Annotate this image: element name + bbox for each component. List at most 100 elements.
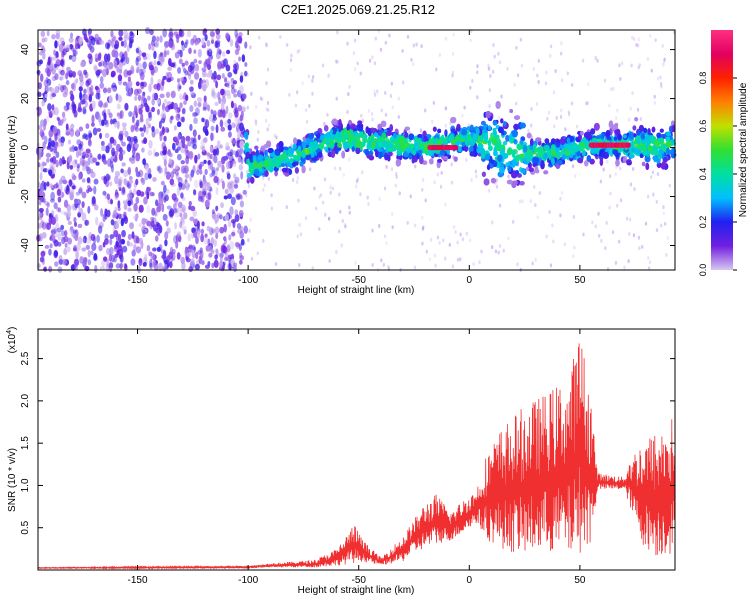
spectrogram-cell (60, 224, 65, 230)
spectrogram-cell (457, 145, 462, 153)
spectrogram-cell (237, 35, 243, 44)
spectrogram-cell (439, 184, 443, 189)
spectrogram-cell (38, 222, 42, 229)
spectrogram-cell (118, 176, 124, 184)
spectrogram-cell (423, 108, 427, 113)
spectrogram-cell (662, 59, 666, 64)
spectrogram-cell (638, 246, 641, 251)
spectrogram-cell (549, 53, 552, 58)
spectrogram-cell (46, 181, 50, 187)
spectrogram-cell (553, 124, 556, 129)
spectrogram-cell (234, 209, 239, 216)
spectrogram-cell (188, 150, 194, 160)
spectrogram-cell (419, 128, 423, 133)
spectrogram-cell (151, 98, 155, 106)
spectrogram-cell (173, 31, 179, 36)
spectrogram-cell (391, 212, 394, 217)
spectrogram-cell (202, 106, 207, 111)
spectrogram-cell (120, 57, 124, 63)
spectrogram-y-axis-label: Frequency (Hz) (7, 116, 18, 185)
spectrogram-cell (213, 239, 217, 247)
spectrogram-cell (318, 195, 321, 200)
colorbar-tick-label: 0.4 (698, 168, 708, 181)
spectrogram-cell (448, 242, 452, 247)
spectrogram-cell (104, 66, 109, 73)
spectrogram-cell (225, 160, 231, 170)
spectrogram-cell (241, 106, 246, 113)
spectrogram-cell (465, 139, 470, 147)
spectrogram-cell (151, 125, 155, 133)
spectrogram-cell (57, 196, 62, 203)
spectrogram-cell (594, 224, 597, 229)
spectrogram-cell (70, 188, 75, 196)
spectrogram-cell (225, 105, 229, 114)
spectrogram-cell (591, 220, 594, 225)
spectrogram-cell (156, 82, 161, 91)
spectrogram-cell (243, 225, 248, 234)
spectrogram-cell (366, 195, 369, 200)
snr-y-axis-label: SNR (10 * v/v) (7, 448, 18, 512)
spectrogram-cell (505, 134, 510, 142)
spectrogram-cell (111, 39, 114, 48)
spectrogram-cell (205, 130, 209, 137)
spectrogram-cell (95, 57, 99, 63)
spectrogram-cell (639, 116, 643, 121)
spectrogram-cell (633, 37, 636, 42)
spectrogram-cell (555, 141, 561, 148)
spectrogram-cell (129, 31, 134, 37)
spectrogram-cell (63, 235, 69, 243)
spectrogram-cell (153, 92, 159, 101)
spectrogram-cell (123, 69, 129, 78)
spectrogram-cell (657, 151, 663, 160)
spectrogram-cell (198, 60, 202, 65)
spectrogram-cell (121, 186, 126, 194)
spectrogram-cell (638, 63, 641, 68)
spectrogram-cell (184, 165, 189, 174)
spectrogram-cell (433, 253, 437, 258)
spectrogram-cell (439, 149, 446, 156)
spectrogram-cell (421, 177, 425, 182)
spectrogram-cell (53, 239, 59, 247)
spectrogram-cell (121, 229, 126, 238)
spectrogram-cell (86, 165, 90, 170)
spectrogram-cell (596, 58, 599, 63)
spectrogram-cell (254, 122, 258, 127)
spectrogram-cell (67, 220, 72, 226)
spectrogram-cell (49, 198, 55, 203)
spectrogram-cell (371, 262, 374, 267)
spectrogram-cell (155, 199, 159, 207)
spectrogram-cell (200, 79, 204, 85)
spectrogram-cell (450, 162, 453, 167)
spectrogram-cell (233, 108, 238, 114)
spectrogram-cell (502, 153, 509, 159)
spectrogram-cell (452, 32, 455, 37)
spectrogram-cell (469, 124, 474, 132)
spectrogram-cell (308, 103, 311, 108)
spectrogram-cell (197, 102, 202, 108)
spectrogram-cell (397, 96, 401, 101)
spectrogram-cell (549, 44, 553, 49)
spectrogram-cell (357, 120, 363, 125)
spectrogram-cell (110, 198, 114, 205)
spectrogram-cell (635, 42, 638, 47)
spectrogram-cell (51, 56, 57, 61)
spectrogram-cell (417, 133, 423, 139)
spectrogram-cell (57, 241, 62, 247)
spectrogram-cell (636, 138, 641, 145)
spectrogram-cell (107, 142, 113, 149)
spectrogram-cell (181, 142, 186, 149)
spectrogram-cell (227, 193, 233, 199)
spectrogram-cell (509, 108, 514, 113)
spectrogram-cell (229, 240, 235, 250)
spectrogram-cell (470, 28, 473, 33)
spectrogram-cell (618, 63, 621, 68)
spectrogram-cell (329, 185, 332, 190)
spectrogram-cell (47, 141, 52, 149)
spectrogram-cell (181, 62, 185, 67)
spectrogram-cell (534, 257, 537, 262)
spectrogram-cell (122, 200, 128, 205)
spectrogram-cell (38, 199, 42, 206)
spectrogram-cell (574, 173, 577, 178)
spectrogram-cell (51, 210, 55, 216)
